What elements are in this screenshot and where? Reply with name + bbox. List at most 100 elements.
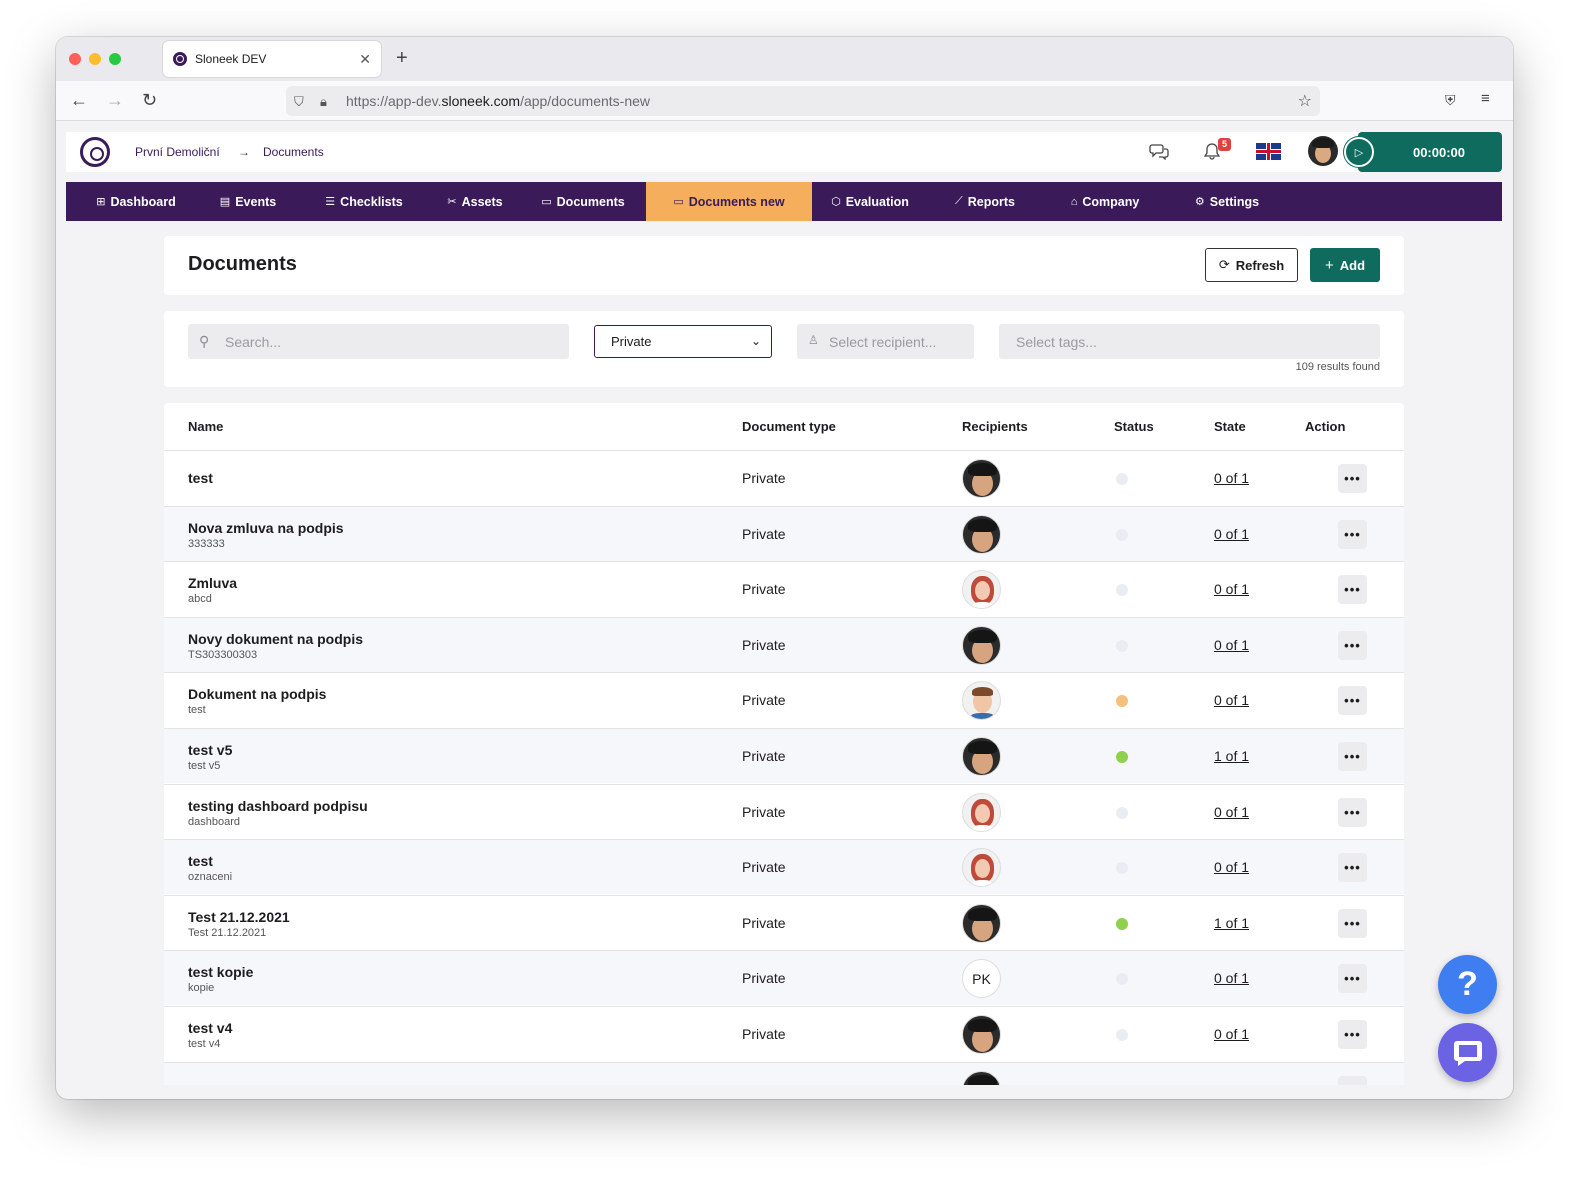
nav-item-company[interactable]: ⌂ Company [1042, 182, 1168, 221]
nav-item-events[interactable]: ▤ Events [198, 182, 298, 221]
new-tab-icon[interactable]: + [396, 47, 408, 69]
recipient-avatar[interactable] [962, 625, 1001, 665]
signing-state-link[interactable]: 0 of 1 [1214, 525, 1250, 542]
signing-state-link[interactable]: 1 of 1 [1214, 748, 1250, 764]
nav-item-dashboard[interactable]: ⊞ Dashboard [74, 182, 198, 221]
nav-item-reports[interactable]: ⟋ Reports [928, 182, 1042, 221]
user-avatar[interactable] [1308, 136, 1338, 166]
more-actions-button[interactable]: ••• [1338, 630, 1367, 660]
browser-tab[interactable]: Sloneek DEV ✕ [163, 41, 381, 77]
table-row[interactable]: test v5 test v5 Private 1 of 1 ••• [164, 728, 1404, 783]
recipient-avatar[interactable] [962, 848, 1001, 888]
table-row[interactable]: test v3 ••• [164, 1061, 1404, 1085]
signing-state-link[interactable]: 0 of 1 [1214, 1026, 1250, 1042]
document-name[interactable]: test [188, 853, 213, 870]
more-actions-button[interactable]: ••• [1338, 853, 1367, 883]
column-header-name[interactable]: Name [188, 419, 224, 434]
recipient-avatar[interactable] [962, 1070, 1001, 1085]
more-actions-button[interactable]: ••• [1338, 1075, 1367, 1085]
time-tracker[interactable]: 00:00:00 [1358, 132, 1502, 172]
nav-item-documents[interactable]: ▭ Documents [520, 182, 646, 221]
recipient-avatar[interactable] [962, 514, 1001, 554]
column-header-recipients[interactable]: Recipients [962, 419, 1028, 434]
tags-select[interactable]: Select tags... [999, 324, 1380, 359]
signing-state-link[interactable]: 0 of 1 [1214, 581, 1250, 598]
back-icon[interactable]: ← [70, 90, 88, 110]
search-input[interactable]: ⚲ Search... [188, 324, 569, 359]
signing-state-link[interactable]: 1 of 1 [1214, 914, 1250, 931]
add-button[interactable]: + Add [1310, 248, 1380, 282]
signing-state-link[interactable]: 0 of 1 [1214, 859, 1250, 876]
bookmark-star-icon[interactable]: ☆ [1297, 93, 1312, 110]
table-row[interactable]: test oznaceni Private 0 of 1 ••• [164, 839, 1404, 895]
nav-item-checklists[interactable]: ☰ Checklists [298, 182, 430, 221]
more-actions-button[interactable]: ••• [1338, 575, 1367, 605]
refresh-button[interactable]: ⟳ Refresh [1205, 248, 1298, 282]
table-row[interactable]: testing dashboard podpisu dashboard Privat… [164, 783, 1404, 839]
document-name[interactable]: test kopie [188, 964, 254, 981]
document-name[interactable]: Nova zmluva na podpis [188, 519, 344, 536]
table-row[interactable]: test v4 test v4 Private 0 of 1 ••• [164, 1006, 1404, 1061]
recipient-avatar[interactable] [962, 570, 1001, 610]
table-row[interactable]: Novy dokument na podpis TS303300303 Privat… [164, 616, 1404, 672]
forward-icon[interactable]: → [106, 90, 124, 110]
reload-icon[interactable]: ↻ [142, 90, 158, 110]
maximize-window-button[interactable] [109, 53, 121, 65]
close-tab-icon[interactable]: ✕ [359, 50, 371, 67]
recipient-avatar[interactable] [962, 903, 1001, 943]
help-button[interactable]: ? [1438, 955, 1497, 1014]
table-row[interactable]: test kopie kopie Private PK 0 of 1 ••• [164, 950, 1404, 1006]
document-name[interactable]: test v5 [188, 742, 233, 758]
document-name[interactable]: Test 21.12.2021 [188, 908, 290, 925]
more-actions-button[interactable]: ••• [1338, 464, 1367, 493]
bell-icon[interactable] [1204, 142, 1220, 160]
document-type-select[interactable]: Private ⌄ [594, 325, 772, 358]
recipient-avatar[interactable] [962, 792, 1001, 832]
signing-state-link[interactable]: 0 of 1 [1214, 692, 1250, 709]
table-row[interactable]: test Private 0 of 1 ••• [164, 450, 1404, 505]
close-window-button[interactable] [69, 53, 81, 65]
nav-item-documents-new[interactable]: ▭ Documents new [646, 182, 812, 221]
recipient-avatar[interactable] [962, 737, 1001, 776]
recipient-avatar[interactable] [962, 681, 1001, 721]
nav-item-evaluation[interactable]: ⬡ Evaluation [812, 182, 928, 221]
more-actions-button[interactable]: ••• [1338, 686, 1367, 716]
more-actions-button[interactable]: ••• [1338, 519, 1367, 549]
column-header-document-type[interactable]: Document type [742, 419, 836, 434]
table-row[interactable]: Test 21.12.2021 Test 21.12.2021 Private 1 o… [164, 894, 1404, 950]
signing-state-link[interactable]: 0 of 1 [1214, 970, 1250, 987]
url-bar[interactable]: ⛉ 🔒︎ https://app-dev. sloneek.com/app/doc… [286, 86, 1320, 116]
recipient-avatar[interactable] [962, 459, 1001, 498]
signing-state-link[interactable]: 0 of 1 [1214, 636, 1250, 653]
play-icon[interactable]: ▷ [1344, 137, 1374, 167]
nav-item-settings[interactable]: ⚙ Settings [1168, 182, 1286, 221]
minimize-window-button[interactable] [89, 53, 101, 65]
more-actions-button[interactable]: ••• [1338, 797, 1367, 827]
document-name[interactable]: test v4 [188, 1020, 233, 1036]
recipient-avatar[interactable]: PK [962, 959, 1001, 999]
column-header-state[interactable]: State [1214, 419, 1246, 434]
more-actions-button[interactable]: ••• [1338, 964, 1367, 994]
column-header-status[interactable]: Status [1114, 419, 1154, 434]
sloneek-logo[interactable] [80, 137, 110, 167]
signing-state-link[interactable]: 0 of 1 [1214, 470, 1250, 486]
document-name[interactable]: Novy dokument na podpis [188, 630, 364, 647]
menu-icon[interactable]: ≡ [1481, 90, 1490, 107]
table-row[interactable]: Dokument na podpis test Private 0 of 1 ••• [164, 672, 1404, 727]
more-actions-button[interactable]: ••• [1338, 742, 1367, 771]
messages-icon[interactable] [1149, 142, 1169, 160]
table-row[interactable]: Zmluva abcd Private 0 of 1 ••• [164, 561, 1404, 616]
breadcrumb-company[interactable]: První Demoliční [135, 145, 220, 159]
document-name[interactable]: Zmluva [188, 575, 238, 592]
more-actions-button[interactable]: ••• [1338, 1020, 1367, 1049]
table-row[interactable]: Nova zmluva na podpis 333333 Private 0 of 1… [164, 505, 1404, 561]
chat-button[interactable] [1438, 1023, 1497, 1082]
more-actions-button[interactable]: ••• [1338, 908, 1367, 938]
language-flag-icon[interactable] [1256, 143, 1281, 160]
recipient-select[interactable]: ♙ Select recipient... [797, 324, 974, 359]
document-name[interactable]: testing dashboard podpisu [188, 797, 368, 814]
document-name[interactable]: test [188, 470, 213, 486]
document-name[interactable]: test v3 [188, 1082, 232, 1085]
pocket-icon[interactable]: ⛨ [1445, 92, 1456, 108]
nav-item-assets[interactable]: ✂ Assets [430, 182, 520, 221]
